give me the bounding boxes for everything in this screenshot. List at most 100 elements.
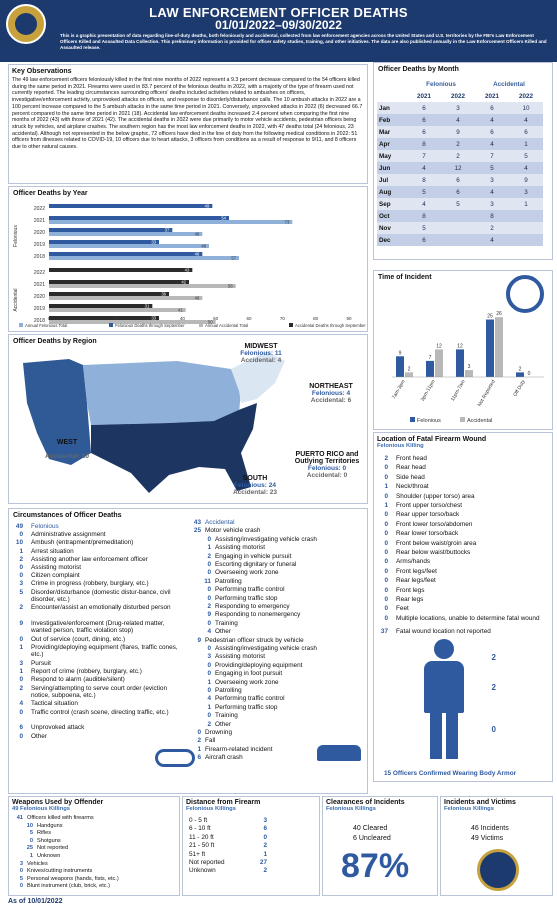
weapon-count: 10: [26, 822, 33, 829]
weapon-type: Knives/cutting instruments: [27, 868, 93, 875]
tod-bar: [405, 372, 413, 377]
weapon-type: Rifles: [37, 830, 51, 837]
circ-item: Other: [31, 732, 47, 740]
body-legs-count: 0: [491, 725, 496, 734]
region-label: SOUTH Felonious: 24 Accidental: 23: [217, 475, 293, 496]
wound-count: 37: [380, 628, 388, 636]
year-legend-swatch: [109, 323, 113, 327]
distance-range: 51+ ft: [189, 850, 206, 858]
wound-count: 0: [384, 596, 388, 603]
year-tick-label: 2021: [34, 282, 45, 288]
month-value: 7: [422, 152, 426, 160]
circ-count: 0: [207, 535, 211, 543]
weapon-type: Personal weapons (hands, fists, etc.): [27, 875, 119, 882]
wound-location: Fatal wound location not reported: [396, 628, 491, 636]
month-row: Feb 6 4 4 4: [377, 114, 543, 126]
circ-item: Providing/deploying equipment (flares, t…: [31, 644, 178, 659]
year-tick-label: 2021: [34, 218, 45, 224]
region-felonious: Felonious: 4: [311, 390, 351, 397]
month-row: May 7 2 7 5: [377, 150, 543, 162]
tod-legend-label: Felonious: [417, 418, 441, 424]
month-value: 5: [524, 152, 528, 160]
tod-bar: [516, 372, 524, 377]
year-tick-label: 2019: [34, 242, 45, 248]
circ-count: 49: [15, 523, 23, 530]
month-value: 9: [524, 176, 528, 184]
wound-location: Front lower torso/abdomen: [396, 520, 473, 528]
month-table: Felonious Accidental 2021 2022 2021 2022…: [377, 78, 543, 246]
northeast-region-shape: [231, 351, 285, 403]
weapon-type: Vehicles: [27, 860, 48, 867]
year-total-label: 73: [285, 220, 290, 225]
distance-range: 0 - 5 ft: [189, 817, 208, 824]
distance-subtitle: Felonious Killings: [186, 806, 236, 812]
year-bar: [49, 216, 229, 220]
weapons-title: Weapons Used by Offender: [12, 799, 104, 806]
tod-bar: [465, 370, 473, 377]
wound-location: Rear below waist/buttocks: [396, 549, 471, 556]
region-name: PUERTO RICO and Outlying Territories: [294, 451, 360, 465]
wound-location: Front head: [396, 455, 427, 462]
month-value: 8: [490, 212, 494, 220]
circ-count: 1: [19, 644, 23, 652]
circ-count: 0: [19, 564, 23, 571]
us-map: [23, 351, 285, 493]
region-accidental: Accidental: 4: [240, 357, 282, 364]
circ-item: Accidental: [205, 519, 235, 526]
distance-count: 3: [263, 817, 267, 824]
as-of-date: As of 10/01/2022: [8, 898, 63, 905]
circ-item: Citizen complaint: [31, 572, 80, 580]
region-felonious: Felonious: 11: [240, 350, 282, 357]
time-of-incident: Time of Incident 9 2 7am-3pm 7 12 3pm-11pm 12 3…: [373, 270, 553, 430]
circ-count: 25: [193, 527, 201, 535]
month-value: 6: [422, 128, 426, 136]
year-value-label: 31: [145, 304, 150, 309]
wound-count: 0: [384, 511, 388, 519]
circ-item: Other: [215, 628, 231, 636]
circ-item: Tactical situation: [31, 700, 78, 708]
month-value: 4: [490, 116, 494, 124]
month-row: Sep 4 5 3 1: [377, 198, 543, 210]
circ-count: 0: [19, 676, 23, 684]
year-tick-label: 2020: [34, 230, 45, 236]
distance-range: 21 - 50 ft: [189, 842, 215, 850]
month-value: 5: [422, 188, 426, 196]
year-legend-label: Annual Accidental Total: [205, 323, 248, 328]
deaths-by-month: Officer Deaths by Month Felonious Accide…: [373, 62, 553, 260]
circ-item: Ambush (entrapment/premeditation): [31, 539, 134, 547]
region-name: SOUTH: [242, 475, 268, 482]
circ-count: 0: [207, 661, 211, 669]
month-row: Jul 8 6 3 9: [377, 174, 543, 186]
year-total-label: 41: [178, 308, 183, 313]
uncleared-count: 6 Uncleared: [353, 835, 391, 842]
weapon-type: Officers killed with firearms: [27, 815, 94, 821]
wound-location: Multiple locations, unable to determine …: [396, 614, 540, 622]
weapon-count: 25: [26, 845, 33, 852]
circ-title: Circumstances of Officer Deaths: [13, 512, 122, 519]
circ-count: 2: [19, 555, 23, 563]
tod-title: Time of Incident: [378, 274, 432, 281]
body-armor-count: 15 Officers Confirmed Wearing Body Armor: [384, 770, 517, 777]
month-value: [509, 234, 543, 246]
distance-range: 11 - 20 ft: [189, 833, 214, 841]
tod-value-label: 25: [487, 314, 493, 320]
circ-item: Performing traffic control: [215, 586, 285, 594]
distance-count: 27: [259, 859, 267, 866]
circ-count: 4: [19, 700, 23, 708]
circ-count: 1: [19, 668, 23, 676]
month-value: 8: [422, 140, 426, 148]
year-total-bar: [49, 296, 203, 300]
region-label: MIDWEST Felonious: 11 Accidental: 4: [223, 343, 299, 364]
year-bar: [49, 240, 159, 244]
year-legend-label: Annual Felonious Total: [25, 323, 67, 328]
wound-count: 0: [384, 539, 388, 547]
month-row: Jan 6 3 6 10: [377, 102, 543, 114]
tod-value-label: 12: [457, 343, 463, 349]
circ-item: Training: [215, 712, 238, 720]
year-chart: 2022 49 2021 73 54 2020 46 37 2019 48 33 2018 57 46 Fe…: [13, 204, 366, 329]
wound-location: Feet: [396, 605, 409, 613]
tod-value-label: 2: [519, 366, 522, 372]
badge-icon: [477, 849, 519, 891]
region-accidental: Accidental: 6: [310, 397, 352, 404]
body-torso-count: 2: [491, 683, 496, 692]
